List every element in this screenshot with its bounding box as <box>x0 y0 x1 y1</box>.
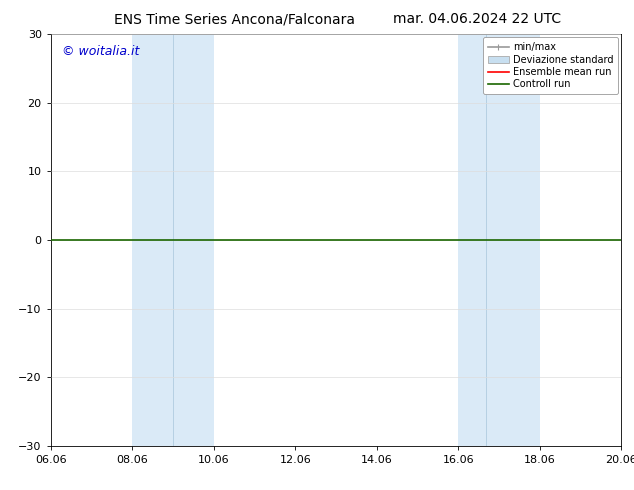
Text: ENS Time Series Ancona/Falconara: ENS Time Series Ancona/Falconara <box>114 12 355 26</box>
Bar <box>160 34 214 446</box>
Text: mar. 04.06.2024 22 UTC: mar. 04.06.2024 22 UTC <box>393 12 561 26</box>
Bar <box>458 34 486 446</box>
Bar <box>133 34 160 446</box>
Bar <box>486 34 540 446</box>
Legend: min/max, Deviazione standard, Ensemble mean run, Controll run: min/max, Deviazione standard, Ensemble m… <box>483 37 618 94</box>
Text: © woitalia.it: © woitalia.it <box>62 45 139 58</box>
